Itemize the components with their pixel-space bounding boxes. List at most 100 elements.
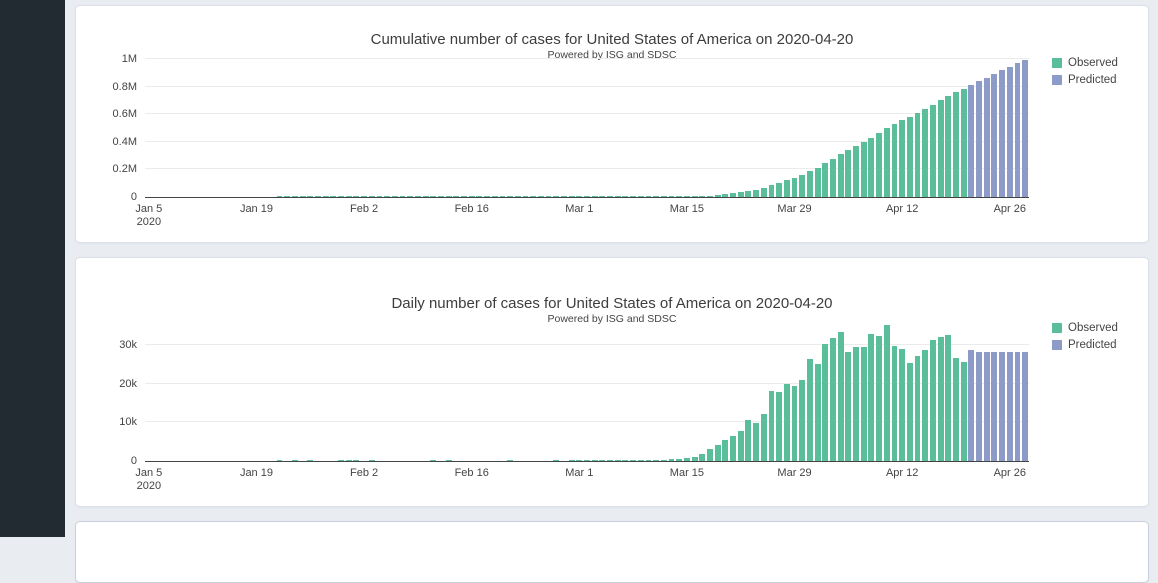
bar-observed[interactable] — [776, 392, 783, 461]
bar-observed[interactable] — [953, 92, 959, 197]
bar-observed[interactable] — [584, 460, 590, 461]
bar-observed[interactable] — [676, 196, 683, 197]
bar-observed[interactable] — [791, 385, 798, 461]
bar-observed[interactable] — [960, 362, 967, 461]
bar-observed[interactable] — [330, 196, 337, 197]
bar-observed[interactable] — [945, 335, 952, 461]
bar-observed[interactable] — [714, 444, 721, 461]
bar-observed[interactable] — [845, 351, 852, 461]
plot-area[interactable]: 0 0.2M 0.4M 0.6M 0.8M 1M Jan 5 2020 Jan 19 Feb 2 F… — [113, 53, 1029, 228]
bar-observed[interactable] — [860, 142, 867, 197]
bar-observed[interactable] — [568, 460, 575, 461]
bar-observed[interactable] — [430, 196, 437, 197]
bar-observed[interactable] — [607, 196, 613, 197]
bar-observed[interactable] — [814, 167, 821, 197]
bar-observed[interactable] — [637, 460, 644, 461]
legend-item-predicted[interactable]: Predicted — [1052, 74, 1118, 86]
bar-observed[interactable] — [668, 196, 675, 197]
bar-observed[interactable] — [576, 460, 583, 461]
bar-observed[interactable] — [345, 196, 352, 197]
bar-observed[interactable] — [307, 460, 314, 461]
bar-observed[interactable] — [830, 337, 836, 461]
bar-observed[interactable] — [507, 460, 514, 461]
bar-observed[interactable] — [760, 414, 767, 461]
bar-observed[interactable] — [737, 192, 744, 197]
bar-observed[interactable] — [960, 88, 967, 197]
bar-observed[interactable] — [837, 154, 844, 197]
bar-observed[interactable] — [922, 109, 929, 197]
bar-observed[interactable] — [783, 384, 790, 461]
bar-observed[interactable] — [614, 460, 621, 461]
bar-observed[interactable] — [637, 196, 644, 197]
bar-observed[interactable] — [730, 436, 736, 461]
bar-observed[interactable] — [391, 196, 398, 197]
bar-observed[interactable] — [683, 196, 690, 197]
bar-predicted[interactable] — [976, 81, 982, 197]
bar-observed[interactable] — [322, 196, 329, 197]
bar-observed[interactable] — [430, 460, 437, 461]
bar-observed[interactable] — [799, 174, 806, 197]
bar-observed[interactable] — [707, 449, 713, 461]
bar-observed[interactable] — [868, 334, 875, 461]
bar-observed[interactable] — [630, 196, 637, 197]
bar-observed[interactable] — [622, 460, 629, 461]
bar-observed[interactable] — [461, 196, 467, 197]
bar-observed[interactable] — [476, 196, 483, 197]
bar-predicted[interactable] — [1022, 351, 1029, 461]
bar-observed[interactable] — [445, 196, 452, 197]
bar-observed[interactable] — [653, 459, 660, 461]
bar-observed[interactable] — [491, 196, 498, 197]
bar-observed[interactable] — [368, 196, 375, 197]
legend-item-observed[interactable]: Observed — [1052, 57, 1118, 69]
bar-observed[interactable] — [307, 196, 314, 197]
bar-observed[interactable] — [914, 113, 921, 197]
bar-observed[interactable] — [845, 150, 852, 197]
bar-observed[interactable] — [553, 460, 560, 461]
bar-observed[interactable] — [899, 120, 906, 197]
bar-observed[interactable] — [691, 456, 698, 461]
bar-observed[interactable] — [783, 180, 790, 197]
bar-predicted[interactable] — [983, 77, 990, 197]
bar-observed[interactable] — [699, 454, 706, 461]
bar-observed[interactable] — [414, 196, 421, 197]
bar-observed[interactable] — [906, 363, 913, 461]
bar-observed[interactable] — [338, 460, 344, 461]
bar-observed[interactable] — [937, 336, 944, 461]
bar-predicted[interactable] — [1014, 351, 1021, 461]
bar-observed[interactable] — [630, 460, 637, 461]
bar-observed[interactable] — [722, 194, 729, 197]
bar-predicted[interactable] — [1014, 63, 1021, 197]
bar-observed[interactable] — [376, 196, 383, 197]
bar-predicted[interactable] — [976, 351, 982, 461]
bar-observed[interactable] — [929, 340, 936, 461]
legend-item-observed[interactable]: Observed — [1052, 322, 1118, 334]
bar-observed[interactable] — [899, 349, 906, 461]
bar-observed[interactable] — [953, 358, 959, 461]
bar-observed[interactable] — [691, 196, 698, 197]
bar-observed[interactable] — [906, 116, 913, 197]
bar-observed[interactable] — [722, 440, 729, 461]
bar-observed[interactable] — [614, 196, 621, 197]
bar-predicted[interactable] — [999, 70, 1006, 197]
bar-observed[interactable] — [714, 195, 721, 197]
bar-observed[interactable] — [530, 196, 537, 197]
bar-observed[interactable] — [883, 325, 890, 461]
bar-observed[interactable] — [291, 196, 298, 197]
bar-observed[interactable] — [876, 133, 883, 197]
bar-observed[interactable] — [368, 460, 375, 461]
bar-observed[interactable] — [760, 187, 767, 197]
bar-observed[interactable] — [699, 196, 706, 197]
bar-observed[interactable] — [299, 196, 306, 197]
bar-observed[interactable] — [676, 458, 683, 461]
bar-observed[interactable] — [853, 346, 859, 461]
bar-observed[interactable] — [768, 185, 775, 197]
bar-observed[interactable] — [683, 458, 690, 461]
bar-observed[interactable] — [276, 460, 283, 461]
bar-observed[interactable] — [806, 359, 813, 461]
bar-observed[interactable] — [514, 196, 521, 197]
bar-observed[interactable] — [737, 430, 744, 461]
bar-predicted[interactable] — [983, 351, 990, 461]
bar-observed[interactable] — [707, 195, 713, 197]
bar-observed[interactable] — [468, 196, 475, 197]
bar-observed[interactable] — [576, 196, 583, 197]
